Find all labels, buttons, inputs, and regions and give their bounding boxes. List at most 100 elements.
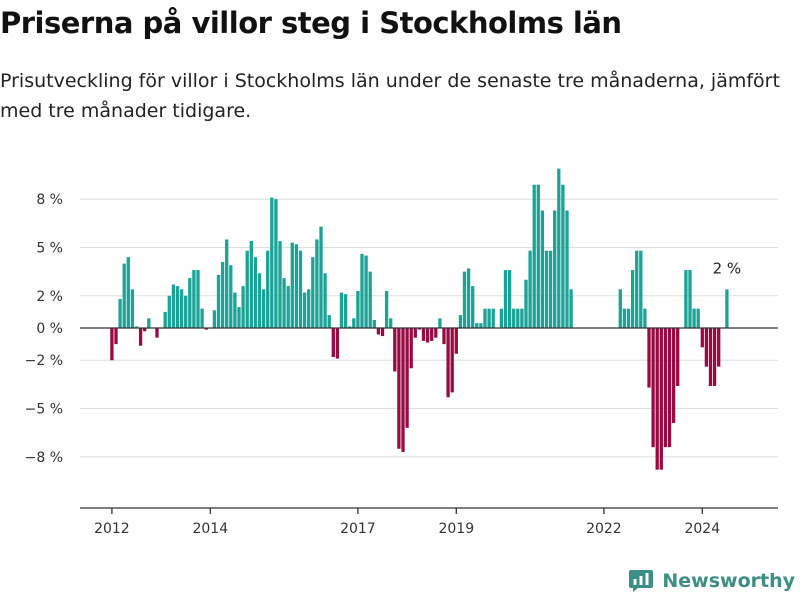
bar-positive [512, 308, 516, 328]
x-tick-label: 2014 [192, 521, 228, 537]
bar-positive [479, 323, 483, 328]
bar-positive [618, 289, 622, 328]
bar-positive [270, 197, 274, 328]
bar-positive [491, 308, 495, 328]
bar-positive [696, 308, 700, 328]
bar-positive [274, 199, 278, 328]
bar-negative [676, 328, 680, 386]
bar-negative [655, 328, 659, 470]
y-tick-label: 0 % [36, 321, 63, 337]
page-title: Priserna på villor steg i Stockholms län [0, 6, 622, 40]
bar-positive [290, 242, 294, 328]
bar-negative [397, 328, 401, 449]
x-tick-label: 2022 [586, 521, 622, 537]
bar-positive [372, 319, 376, 328]
bar-positive [286, 286, 290, 328]
x-tick-label: 2019 [438, 521, 474, 537]
axes [80, 327, 778, 509]
y-axis-tick-labels: 8 % 5 % 2 % 0 % −2 % −5 % −8 % [25, 192, 63, 466]
bar-negative [204, 328, 208, 330]
bar-negative [421, 328, 426, 341]
bar-negative [446, 328, 450, 398]
y-tick-label: −2 % [25, 353, 63, 369]
bar-negative [401, 328, 405, 452]
bar-positive [368, 271, 372, 328]
bar-negative [409, 328, 413, 369]
bar-negative [659, 328, 663, 470]
bar-negative [717, 328, 721, 367]
bar-positive [557, 168, 561, 328]
bar-positive [643, 308, 647, 328]
x-tick-label: 2017 [340, 521, 376, 537]
page-subtitle: Prisutveckling för villor i Stockholms l… [0, 70, 780, 122]
bar-positive [327, 315, 331, 328]
bar-positive [364, 255, 368, 328]
bar-negative [450, 328, 454, 393]
bar-positive [540, 210, 545, 328]
annotations: 2 % [713, 259, 742, 277]
bar-negative [138, 328, 143, 346]
bar-negative [708, 328, 713, 386]
bar-positive [471, 286, 475, 328]
bar-positive [548, 250, 553, 328]
bar-positive [229, 265, 233, 328]
newsworthy-logo-icon [629, 570, 654, 592]
y-tick-label: 2 % [36, 289, 63, 305]
bar-positive [438, 318, 442, 328]
bar-positive [261, 289, 266, 328]
bar-positive [175, 286, 180, 328]
bar-negative [376, 328, 381, 335]
bar-positive [348, 326, 352, 328]
bar-positive [561, 184, 565, 328]
bar-positive [692, 308, 696, 328]
last-value-label: 2 % [713, 259, 742, 277]
bar-positive [319, 226, 323, 328]
bar-positive [266, 250, 270, 328]
bar-negative [647, 328, 651, 388]
bar-positive [389, 318, 393, 328]
bar-negative [651, 328, 655, 448]
bar-negative [417, 328, 422, 330]
bar-negative [155, 328, 159, 338]
bar-negative [425, 328, 430, 343]
bar-positive [352, 318, 356, 328]
bar-positive [684, 270, 688, 328]
bar-positive [253, 257, 258, 328]
bar-positive [688, 270, 692, 328]
bar-negative [331, 328, 335, 357]
y-tick-label: 8 % [36, 192, 63, 208]
bar-positive [147, 318, 151, 328]
bar-positive [163, 311, 167, 328]
bar-negative [114, 328, 118, 345]
bar-positive [225, 239, 229, 328]
bar-positive [184, 295, 188, 328]
bar-negative [393, 328, 397, 372]
bar-positive [212, 310, 217, 328]
bar-positive [196, 270, 200, 328]
bar-positive [725, 289, 729, 328]
price-change-bar-chart: 8 %5 %2 %0 %−2 %−5 %−8 % 2012 2014 2017 201… [25, 168, 778, 537]
bar-negative [704, 328, 709, 367]
bar-positive [179, 289, 184, 328]
bar-positive [122, 263, 126, 328]
bar-positive [249, 241, 253, 328]
bar-positive [553, 210, 557, 328]
bar-positive [315, 239, 319, 328]
bar-positive [282, 278, 286, 328]
x-axis-tick-labels: 2012 2014 2017 2019 2022 2024 [94, 508, 720, 537]
bar-positive [544, 250, 549, 328]
bars [110, 168, 729, 470]
y-tick-label: 5 % [36, 241, 63, 257]
bar-positive [487, 308, 491, 328]
bar-positive [302, 292, 307, 328]
bar-negative [430, 328, 434, 341]
bar-positive [134, 326, 139, 328]
bar-negative [667, 328, 672, 448]
bar-positive [524, 279, 528, 328]
bar-negative [442, 328, 446, 345]
bar-positive [311, 257, 315, 328]
bar-positive [499, 308, 504, 328]
bar-positive [626, 308, 631, 328]
bar-positive [503, 270, 508, 328]
bar-positive [188, 278, 192, 328]
